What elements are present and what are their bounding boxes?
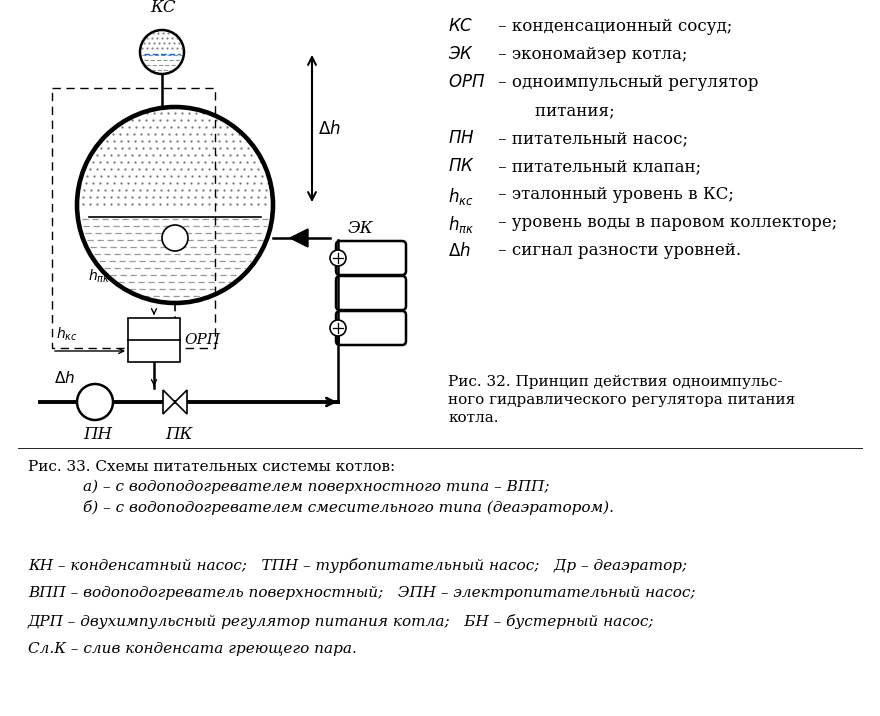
Circle shape — [77, 384, 113, 420]
Text: – конденсационный сосуд;: – конденсационный сосуд; — [493, 18, 732, 35]
Text: Рис. 33. Схемы питательных системы котлов:: Рис. 33. Схемы питательных системы котло… — [28, 460, 395, 474]
Circle shape — [330, 250, 346, 266]
Text: $\Delta h$: $\Delta h$ — [54, 370, 75, 386]
Text: – эталонный уровень в КС;: – эталонный уровень в КС; — [493, 186, 734, 203]
Text: – питательный клапан;: – питательный клапан; — [493, 158, 701, 175]
Text: котла.: котла. — [448, 411, 498, 425]
Text: $h_{\pi\kappa}$: $h_{\pi\kappa}$ — [448, 214, 474, 235]
Bar — [128, 318, 180, 362]
Text: – питательный насос;: – питательный насос; — [493, 130, 688, 147]
Text: – экономайзер котла;: – экономайзер котла; — [493, 46, 687, 63]
Text: – сигнал разности уровней.: – сигнал разности уровней. — [493, 242, 741, 259]
Text: $h_{\kappa c}$: $h_{\kappa c}$ — [56, 326, 77, 344]
Circle shape — [330, 320, 346, 336]
Polygon shape — [290, 229, 308, 247]
Text: – уровень воды в паровом коллекторе;: – уровень воды в паровом коллекторе; — [493, 214, 837, 231]
Text: ВПП – водоподогреватель поверхностный;   ЭПН – электропитательный насос;: ВПП – водоподогреватель поверхностный; Э… — [28, 586, 695, 600]
Text: КН – конденсатный насос;   ТПН – турбопитательный насос;   Др – деаэратор;: КН – конденсатный насос; ТПН – турбопита… — [28, 558, 687, 573]
Text: $h_{\pi\kappa}$: $h_{\pi\kappa}$ — [88, 268, 110, 286]
Text: ДРП – двухимпульсный регулятор питания котла;   БН – бустерный насос;: ДРП – двухимпульсный регулятор питания к… — [28, 614, 655, 629]
Text: $\Delta h$: $\Delta h$ — [448, 242, 471, 260]
Text: ного гидравлического регулятора питания: ного гидравлического регулятора питания — [448, 393, 796, 407]
Text: б) – с водоподогревателем смесительного типа (деаэратором).: б) – с водоподогревателем смесительного … — [83, 500, 614, 515]
Polygon shape — [175, 390, 187, 414]
Text: а) – с водоподогревателем поверхностного типа – ВПП;: а) – с водоподогревателем поверхностного… — [83, 480, 549, 494]
Text: ОРП: ОРП — [184, 333, 220, 347]
Text: ЭК: ЭК — [348, 220, 374, 237]
Text: $h_{\kappa c}$: $h_{\kappa c}$ — [448, 186, 473, 207]
Circle shape — [162, 225, 188, 251]
Text: $КС$: $КС$ — [448, 18, 473, 35]
Text: $ЭК$: $ЭК$ — [448, 46, 474, 63]
Text: $ОРП$: $ОРП$ — [448, 74, 485, 91]
Text: – одноимпульсный регулятор: – одноимпульсный регулятор — [493, 74, 759, 91]
Text: ПН: ПН — [83, 426, 112, 443]
Text: Сл.К – слив конденсата греющего пара.: Сл.К – слив конденсата греющего пара. — [28, 642, 357, 656]
Polygon shape — [163, 390, 175, 414]
Circle shape — [140, 30, 184, 74]
Text: питания;: питания; — [493, 102, 614, 119]
Text: Рис. 32. Принцип действия одноимпульс-: Рис. 32. Принцип действия одноимпульс- — [448, 375, 782, 389]
Text: КС: КС — [150, 0, 176, 16]
Text: ПК: ПК — [165, 426, 193, 443]
Text: $\Delta h$: $\Delta h$ — [318, 120, 341, 137]
Text: $ПК$: $ПК$ — [448, 158, 475, 175]
Text: $ПН$: $ПН$ — [448, 130, 474, 147]
